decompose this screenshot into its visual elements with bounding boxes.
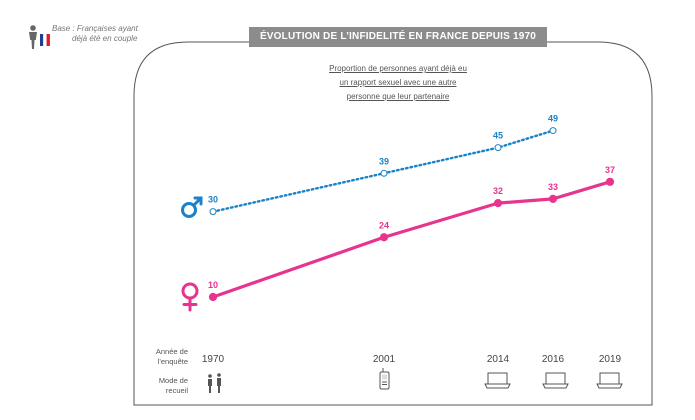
base-line-1: Base : Françaises ayant [52,24,138,33]
laptop-icon [596,372,623,389]
male-point-2001 [380,169,388,177]
female-point-2016 [548,194,558,203]
legend-icons [29,25,50,49]
year-row-label: Année de l’enquête [140,347,188,367]
base-note: Base : Françaises ayant déjà été en coup… [28,24,178,54]
base-text: Base : Françaises ayant déjà été en coup… [52,24,172,44]
mode-row-label: Mode de recueil [140,376,188,396]
year-label-line-2: l’enquête [157,357,188,366]
series-layer: 30 39 45 49 10 24 32 33 37 [208,114,615,302]
chart-title: ÉVOLUTION DE L’INFIDELITÉ EN FRANCE DEPU… [249,27,547,47]
base-line-2: déjà été en couple [72,34,138,43]
male-point-2014 [494,144,502,152]
male-value-label-1970: 30 [208,195,218,205]
male-point-2016 [549,127,557,135]
female-value-label-1970: 10 [208,280,218,290]
x-tick-labels: 1970 2001 2014 2016 2019 [202,354,622,365]
male-value-label-2014: 45 [493,131,503,141]
person-icon [29,25,37,49]
subtitle-line-3: personne que leur partenaire [346,92,450,101]
laptop-icon [542,372,569,389]
female-point-2001 [379,233,389,242]
collection-mode-icons [208,368,623,393]
x-tick-2014: 2014 [487,354,510,365]
laptop-icon [484,372,511,389]
male-point-1970 [209,208,217,216]
x-tick-2001: 2001 [373,354,396,365]
chart-frame [133,41,653,406]
mode-label-line-2: recueil [165,386,188,395]
subtitle-line-2: un rapport sexuel avec une autre [339,78,457,87]
mode-label-line-1: Mode de [158,376,188,385]
x-tick-1970: 1970 [202,354,225,365]
female-symbol-icon [181,282,199,312]
face-to-face-icon [208,373,221,393]
year-label-line-1: Année de [155,347,188,356]
french-flag-icon [40,33,50,47]
female-value-label-2014: 32 [493,186,503,196]
female-point-2014 [493,199,503,208]
male-value-label-2001: 39 [379,156,389,166]
male-symbol-icon [181,196,203,218]
female-value-label-2019: 37 [605,165,615,175]
male-series-line [211,129,555,213]
female-value-label-2001: 24 [379,220,389,230]
female-value-label-2016: 33 [548,182,558,192]
x-tick-2016: 2016 [542,354,565,365]
male-value-label-2016: 49 [548,114,558,124]
phone-icon [379,368,390,390]
x-tick-2019: 2019 [599,354,622,365]
chart-subtitle: Proportion de personnes ayant déjà eu un… [300,62,496,104]
female-point-2019 [605,177,615,186]
female-point-1970 [208,292,218,302]
subtitle-line-1: Proportion de personnes ayant déjà eu [329,64,467,73]
